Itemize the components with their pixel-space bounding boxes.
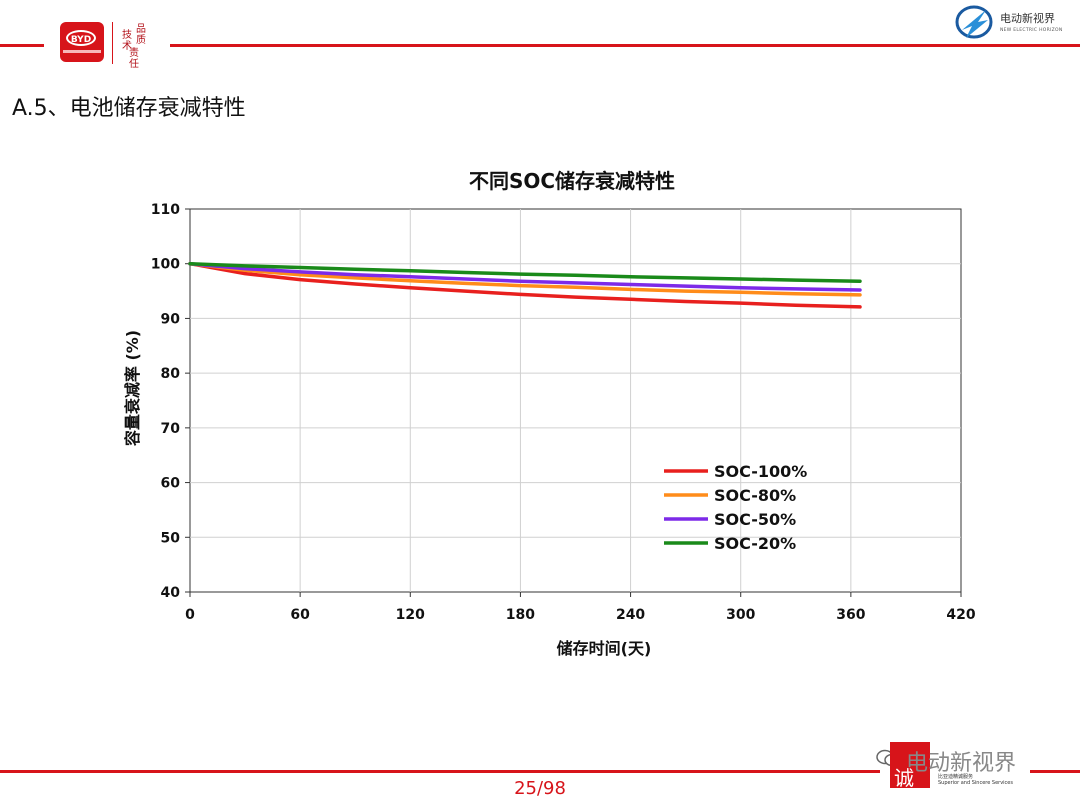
legend-label: SOC-50% (714, 510, 796, 529)
x-axis-label: 储存时间(天) (556, 639, 652, 658)
x-tick-label: 120 (396, 607, 425, 623)
y-tick-label: 90 (161, 311, 181, 327)
page-title: A.5、电池储存衰减特性 (12, 96, 246, 121)
series-line (188, 261, 862, 309)
quality-seal: 技术 品质 责任 (120, 22, 154, 70)
x-tick-label: 420 (946, 607, 975, 623)
y-tick-label: 80 (161, 366, 181, 382)
y-axis-label: 容量衰减率 (%) (123, 330, 142, 447)
header-rule-right (170, 44, 1080, 47)
series-line (188, 261, 862, 297)
sincere-service-badge: 诚 (890, 742, 930, 790)
company-text: 比亚迪精诚服务 Superior and Sincere Services (938, 774, 1013, 786)
byd-logo-text: BYD (66, 30, 96, 46)
brand-subtitle: NEW ELECTRIC HORIZON (1000, 28, 1063, 33)
y-tick-label: 110 (151, 202, 180, 218)
y-tick-label: 50 (161, 530, 181, 546)
y-tick-label: 60 (161, 476, 181, 492)
x-tick-label: 0 (185, 607, 195, 623)
seal-text-3: 责任 (129, 48, 139, 70)
storage-degradation-chart: 不同SOC储存衰减特性 40 50 60 70 80 90 100 110 0 60 120 180… (123, 169, 976, 658)
x-tick-label: 300 (726, 607, 755, 623)
x-tick-label: 180 (506, 607, 535, 623)
footer-rule-right (1030, 770, 1080, 773)
logo-divider (112, 22, 113, 64)
x-tick-label: 60 (290, 607, 310, 623)
grid-lines (190, 209, 961, 592)
page-number: 25/98 (514, 778, 566, 799)
y-axis-ticks: 40 50 60 70 80 90 100 110 (151, 202, 190, 601)
legend-label: SOC-20% (714, 534, 796, 553)
chart-title: 不同SOC储存衰减特性 (469, 169, 675, 193)
seal-text-2: 品质 (136, 24, 146, 46)
y-tick-label: 70 (161, 421, 181, 437)
brand-title: 电动新视界 (1000, 12, 1055, 25)
series-line (188, 261, 862, 283)
series-lines (188, 261, 862, 309)
x-axis-ticks: 0 60 120 180 240 300 360 420 (185, 592, 976, 623)
header-rule-left (0, 44, 44, 47)
company-name-cn: 比亚迪精诚服务 (938, 774, 974, 780)
series-line (188, 261, 862, 292)
x-tick-label: 360 (836, 607, 865, 623)
y-tick-label: 100 (151, 257, 180, 273)
legend: SOC-100% SOC-80% SOC-50% SOC-20% (664, 462, 807, 553)
legend-label: SOC-80% (714, 486, 796, 505)
x-tick-label: 240 (616, 607, 645, 623)
byd-logo: BYD (60, 22, 104, 62)
company-name-en: Superior and Sincere Services (938, 780, 1013, 786)
new-horizon-logo (955, 5, 993, 39)
legend-label: SOC-100% (714, 462, 807, 481)
badge-char: 诚 (894, 766, 914, 790)
seal-text-1: 技术 (122, 30, 132, 52)
byd-logo-underline (63, 50, 101, 53)
footer-rule-left (0, 770, 880, 773)
y-tick-label: 40 (161, 585, 181, 601)
watermark: 电动新视界 (906, 751, 1017, 776)
